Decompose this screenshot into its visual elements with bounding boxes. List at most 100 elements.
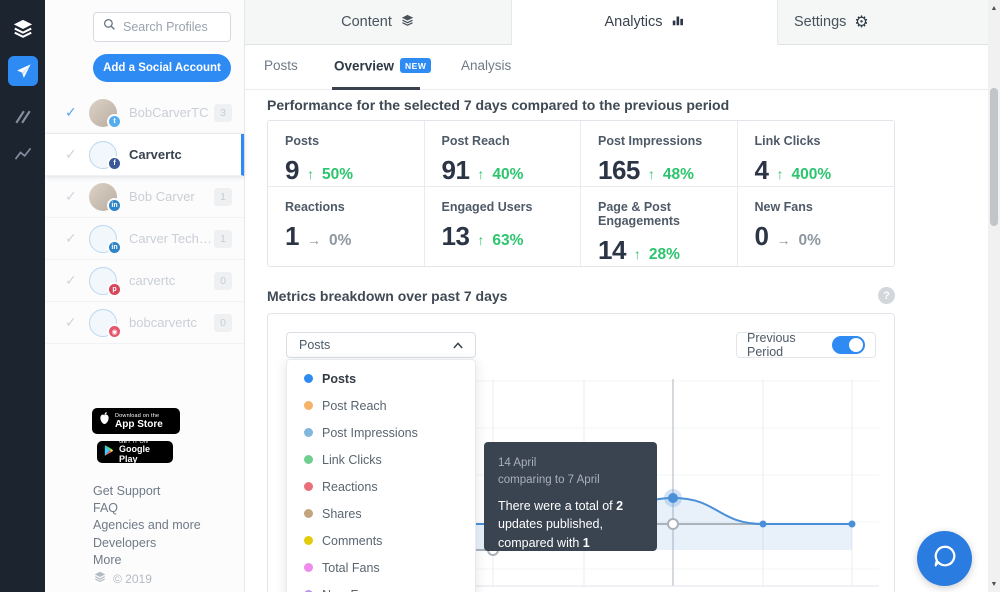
vertical-scrollbar: ▲ ▼ [988, 0, 1000, 592]
link-get-support[interactable]: Get Support [93, 484, 160, 498]
check-icon[interactable]: ✓ [65, 314, 77, 331]
queue-count-badge: 0 [214, 314, 232, 332]
subtab-posts[interactable]: Posts [264, 58, 298, 73]
stat-label: Reactions [285, 200, 424, 214]
top-tabbar: Content Analytics Settings ⚙ [245, 0, 988, 45]
menu-item-total-fans[interactable]: Total Fans [287, 554, 475, 581]
stat-label: Engaged Users [442, 200, 581, 214]
analyze-trend-icon[interactable] [8, 140, 38, 170]
main-area: Content Analytics Settings ⚙ Posts Overv… [245, 0, 988, 592]
stat-label: Posts [285, 134, 424, 148]
search-icon [103, 18, 116, 36]
profile-row-bobcarvertc-instagram[interactable]: ✓ ◉ bobcarvertc 0 [45, 302, 244, 344]
stat-card-reactions: Reactions 1→0% [268, 187, 425, 266]
check-icon[interactable]: ✓ [65, 188, 77, 205]
trend-flat-icon: → [776, 232, 790, 248]
menu-item-reactions[interactable]: Reactions [287, 473, 475, 500]
tooltip-date: 14 April [498, 455, 643, 472]
link-developers[interactable]: Developers [93, 536, 156, 550]
stat-value: 0 [755, 221, 769, 252]
pablo-slashes-icon[interactable] [8, 102, 38, 132]
profile-row-carvertc-pinterest[interactable]: ✓ p carvertc 0 [45, 260, 244, 302]
post-reach-dot-icon [304, 401, 313, 410]
check-icon[interactable]: ✓ [65, 146, 77, 163]
facebook-icon: f [107, 156, 122, 171]
chart-tooltip: 14 April comparing to 7 April There were… [484, 442, 657, 551]
stat-label: New Fans [755, 200, 895, 214]
tab-content[interactable]: Content [245, 0, 512, 45]
profile-row-carver-tech-linkedin[interactable]: ✓ in Carver Tech… 1 [45, 218, 244, 260]
stat-card-posts: Posts 9↑50% [268, 121, 425, 187]
link-more[interactable]: More [93, 553, 121, 567]
profile-row-bob-carver-linkedin[interactable]: ✓ in Bob Carver 1 [45, 176, 244, 218]
google-play-icon [104, 443, 114, 461]
stat-change: 40% [492, 166, 523, 184]
subtab-overview[interactable]: OverviewNEW [334, 58, 431, 74]
menu-item-label: Total Fans [322, 561, 380, 575]
subtab-overview-label: Overview [334, 59, 394, 74]
reactions-dot-icon [304, 482, 313, 491]
menu-item-link-clicks[interactable]: Link Clicks [287, 446, 475, 473]
google-play-badge[interactable]: GET IT ONGoogle Play [97, 441, 173, 463]
check-icon[interactable]: ✓ [65, 104, 77, 121]
chat-support-button[interactable] [917, 531, 972, 586]
linkedin-icon: in [107, 240, 122, 255]
tab-analytics[interactable]: Analytics [512, 0, 778, 45]
stat-value: 4 [755, 155, 769, 186]
check-icon[interactable]: ✓ [65, 230, 77, 247]
queue-count-badge: 1 [214, 230, 232, 248]
queue-count-badge: 1 [214, 188, 232, 206]
link-clicks-dot-icon [304, 455, 313, 464]
stat-card-post-reach: Post Reach 91↑40% [425, 121, 582, 187]
shares-dot-icon [304, 509, 313, 518]
buffer-logo-icon[interactable] [8, 14, 38, 44]
chevron-up-icon [453, 338, 463, 352]
menu-item-label: Posts [322, 372, 356, 386]
add-social-account-button[interactable]: Add a Social Account [93, 54, 231, 82]
search-profiles-box[interactable] [93, 12, 231, 42]
buffer-stack-icon [400, 13, 415, 32]
scroll-down-arrow[interactable]: ▼ [988, 578, 1000, 590]
profile-row-carvertc-facebook[interactable]: ✓ f Carvertc [45, 134, 244, 176]
copyright-footer: © 2019 [93, 570, 152, 587]
menu-item-shares[interactable]: Shares [287, 500, 475, 527]
tab-settings[interactable]: Settings ⚙ [778, 0, 988, 45]
subtab-analysis[interactable]: Analysis [461, 58, 511, 73]
menu-item-post-reach[interactable]: Post Reach [287, 392, 475, 419]
search-profiles-input[interactable] [123, 20, 221, 34]
stat-card-engaged-users: Engaged Users 13↑63% [425, 187, 582, 266]
app-store-tagline: Download on the [115, 413, 163, 419]
app-store-badge[interactable]: Download on theApp Store [92, 408, 180, 434]
metrics-chart-panel: 14 April comparing to 7 April There were… [267, 313, 895, 592]
profile-name: BobCarverTC [129, 105, 208, 120]
linkedin-icon: in [107, 198, 122, 213]
total-fans-dot-icon [304, 563, 313, 572]
tab-settings-label: Settings [794, 14, 846, 30]
stat-change: 28% [649, 246, 680, 264]
metrics-heading: Metrics breakdown over past 7 days [267, 288, 507, 304]
menu-item-posts[interactable]: Posts [287, 365, 475, 392]
posts-dot-icon [304, 374, 313, 383]
trend-flat-icon: → [307, 232, 321, 248]
link-faq[interactable]: FAQ [93, 501, 118, 515]
publish-paper-plane-icon[interactable] [8, 56, 38, 86]
profile-name: carvertc [129, 273, 175, 288]
check-icon[interactable]: ✓ [65, 272, 77, 289]
profile-row-bobcarvertc-twitter[interactable]: ✓ t BobCarverTC 3 [45, 92, 244, 134]
profile-name: Carver Tech… [129, 231, 211, 246]
metric-select-dropdown[interactable]: Posts [286, 332, 476, 358]
menu-item-comments[interactable]: Comments [287, 527, 475, 554]
menu-item-post-impressions[interactable]: Post Impressions [287, 419, 475, 446]
scroll-up-arrow[interactable]: ▲ [988, 2, 1000, 14]
tab-content-label: Content [341, 14, 392, 30]
menu-item-new-fans[interactable]: New Fans [287, 581, 475, 592]
menu-item-label: Post Impressions [322, 426, 418, 440]
scroll-thumb[interactable] [990, 88, 998, 226]
twitter-icon: t [107, 114, 122, 129]
google-play-label: Google Play [119, 445, 166, 465]
link-agencies[interactable]: Agencies and more [93, 518, 201, 532]
help-icon[interactable]: ? [878, 287, 895, 304]
previous-period-toggle[interactable] [832, 336, 865, 354]
menu-item-label: Shares [322, 507, 362, 521]
stat-change: 63% [492, 232, 523, 250]
